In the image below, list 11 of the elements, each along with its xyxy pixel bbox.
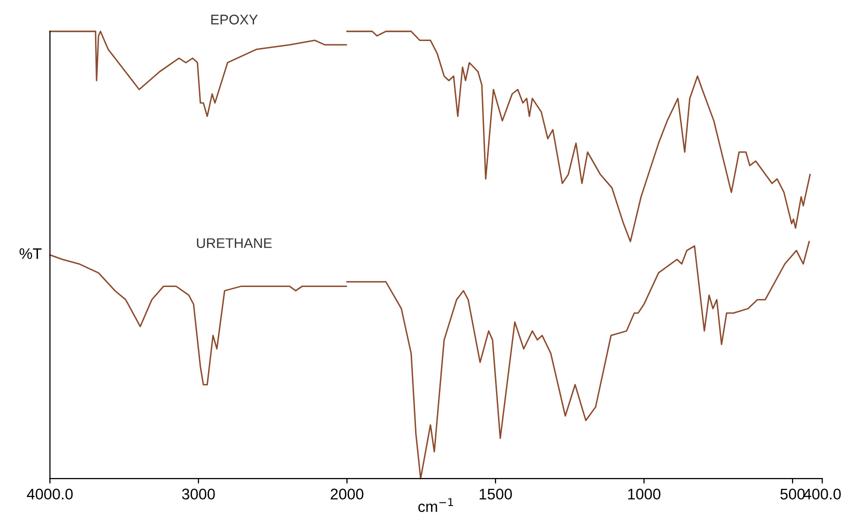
x-tick-label: 400.0 (803, 488, 841, 500)
series-label: EPOXY (211, 14, 258, 24)
x-tick-label: 500 (780, 488, 805, 500)
x-tick-label: 1000 (628, 488, 660, 500)
x-tick-label: 2000 (330, 488, 364, 500)
x-tick-label: 3000 (182, 488, 215, 500)
x-tick-label: 4000.0 (26, 488, 73, 500)
x-axis-title: cm$^{−1}$ (418, 498, 453, 512)
x-tick-label: 1500 (480, 488, 512, 500)
y-axis-title: %T (20, 248, 42, 260)
text: URETHANE (196, 238, 272, 248)
